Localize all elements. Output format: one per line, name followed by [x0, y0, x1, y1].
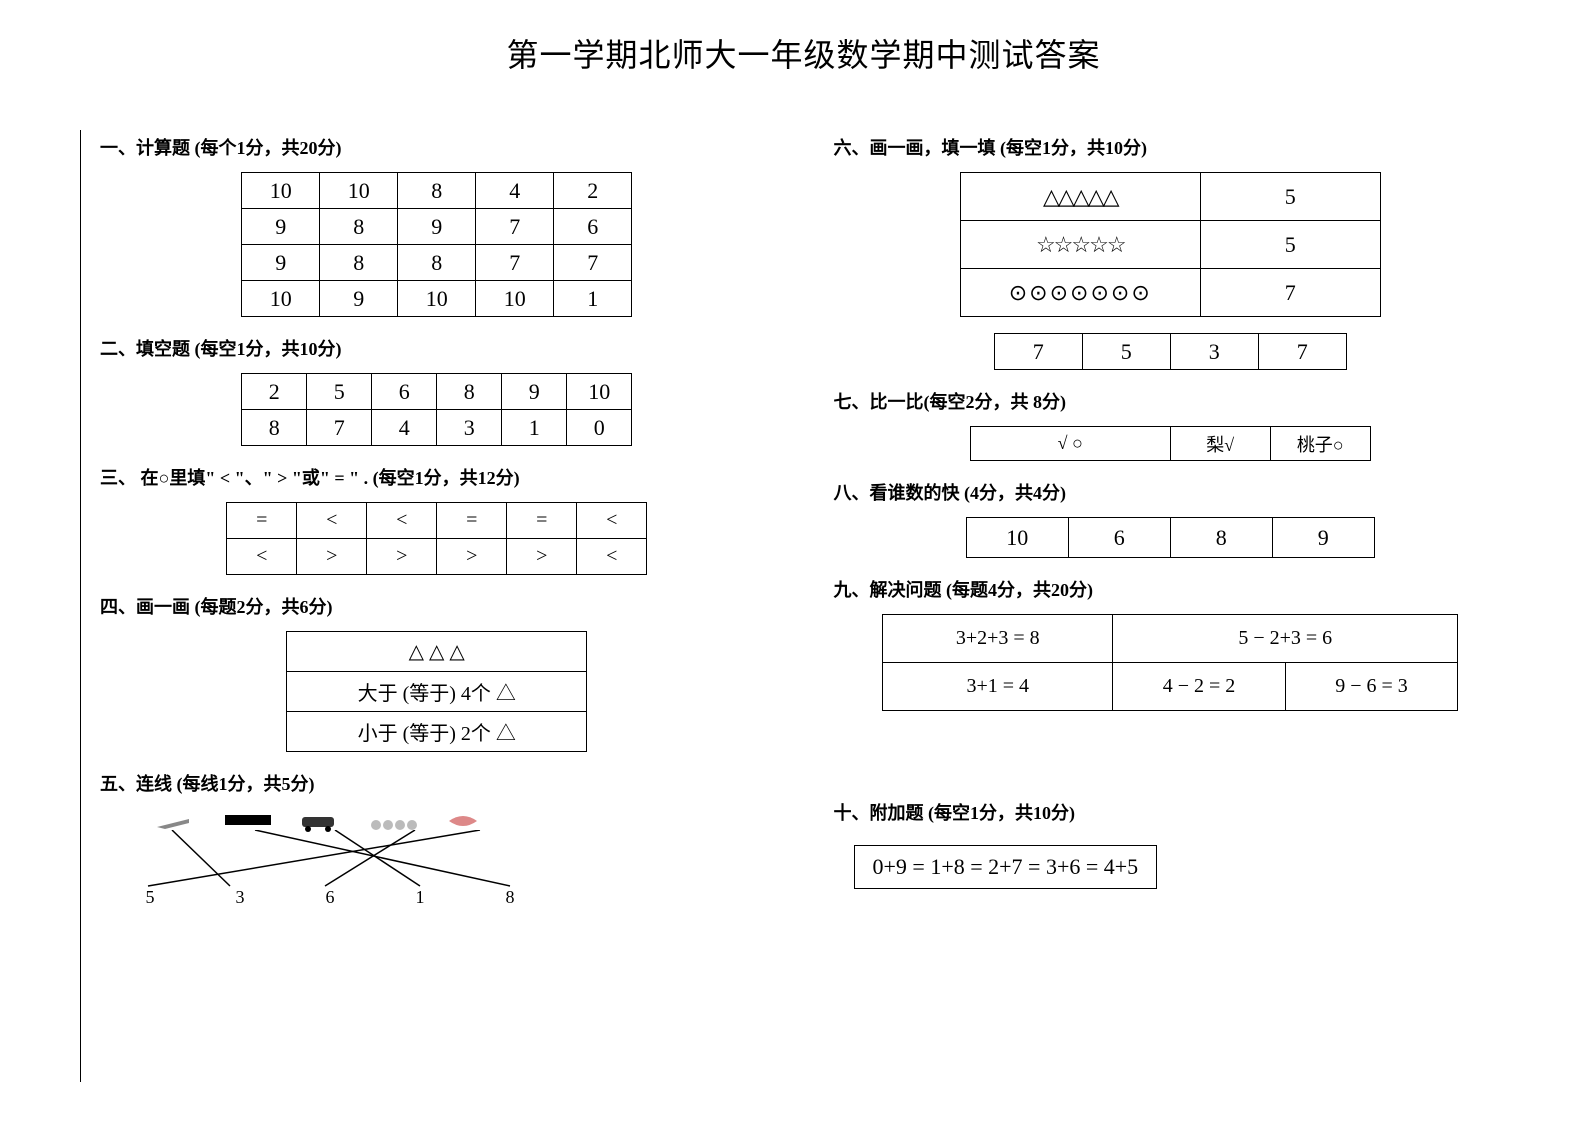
q6-table-a: △△△△△5 ☆☆☆☆☆5 ⊙⊙⊙⊙⊙⊙⊙7: [960, 172, 1381, 317]
q8-header: 八、看谁数的快 (4分，共4分): [834, 479, 1508, 505]
table-cell: <: [227, 539, 297, 575]
table-cell: 4 − 2 = 2: [1113, 663, 1286, 711]
q1-table: 1010842 98976 98877 10910101: [241, 172, 632, 317]
table-cell: 小于 (等于) 2个 △: [287, 712, 587, 752]
table-cell: 8: [320, 245, 398, 281]
count-cell: 7: [1200, 269, 1380, 317]
q6-table-b: 7537: [994, 333, 1347, 370]
table-cell: 8: [398, 173, 476, 209]
shapes-cell: △△△△△: [960, 173, 1200, 221]
table-cell: √ ○: [970, 427, 1170, 461]
q1-header: 一、计算题 (每个1分，共20分): [100, 134, 774, 160]
table-cell: 桃子○: [1270, 427, 1370, 461]
table-cell: 1: [502, 410, 567, 446]
table-cell: 6: [372, 374, 437, 410]
q5-number: 8: [500, 887, 520, 908]
q5-number: 1: [410, 887, 430, 908]
table-cell: 8: [320, 209, 398, 245]
q7-header: 七、比一比(每空2分，共 8分): [834, 388, 1508, 414]
matching-lines: [140, 830, 520, 890]
q5-number: 3: [230, 887, 250, 908]
count-cell: 5: [1200, 173, 1380, 221]
q6-header: 六、画一画，填一填 (每空1分，共10分): [834, 134, 1508, 160]
q10-header: 十、附加题 (每空1分，共10分): [834, 799, 1508, 825]
q8-table: 10689: [966, 517, 1375, 558]
table-cell: >: [297, 539, 367, 575]
table-cell: 8: [437, 374, 502, 410]
q5-number: 5: [140, 887, 160, 908]
table-cell: △ △ △: [287, 632, 587, 672]
table-cell: 7: [1258, 334, 1346, 370]
shapes-cell: ☆☆☆☆☆: [960, 221, 1200, 269]
q10-content: 0+9 = 1+8 = 2+7 = 3+6 = 4+5: [854, 845, 1158, 889]
table-cell: <: [297, 503, 367, 539]
table-cell: 4: [476, 173, 554, 209]
table-cell: 4: [372, 410, 437, 446]
table-cell: 7: [476, 209, 554, 245]
table-cell: <: [577, 539, 647, 575]
table-cell: 1: [554, 281, 632, 317]
table-cell: 大于 (等于) 4个 △: [287, 672, 587, 712]
table-cell: =: [437, 503, 507, 539]
table-cell: 9: [242, 245, 320, 281]
q9-table: 3+2+3 = 85 − 2+3 = 6 3+1 = 44 − 2 = 29 −…: [882, 614, 1458, 711]
table-cell: 6: [554, 209, 632, 245]
table-cell: >: [507, 539, 577, 575]
table-cell: 7: [554, 245, 632, 281]
table-cell: 2: [554, 173, 632, 209]
table-cell: 8: [242, 410, 307, 446]
table-cell: 9: [1272, 518, 1374, 558]
table-cell: 10: [398, 281, 476, 317]
count-cell: 5: [1200, 221, 1380, 269]
q7-table: √ ○梨√桃子○: [970, 426, 1371, 461]
table-cell: 9: [502, 374, 567, 410]
table-cell: 2: [242, 374, 307, 410]
table-cell: 10: [320, 173, 398, 209]
table-cell: 9 − 6 = 3: [1285, 663, 1458, 711]
table-cell: 10: [242, 281, 320, 317]
table-cell: >: [437, 539, 507, 575]
q4-header: 四、画一画 (每题2分，共6分): [100, 593, 774, 619]
table-cell: 5: [307, 374, 372, 410]
table-cell: 10: [567, 374, 632, 410]
table-cell: 7: [307, 410, 372, 446]
table-cell: 10: [242, 173, 320, 209]
table-cell: 6: [1068, 518, 1170, 558]
table-cell: =: [507, 503, 577, 539]
q2-table: 2568910 874310: [241, 373, 632, 446]
table-cell: 3: [1170, 334, 1258, 370]
table-cell: 3+2+3 = 8: [883, 615, 1113, 663]
shapes-cell: ⊙⊙⊙⊙⊙⊙⊙: [960, 269, 1200, 317]
table-cell: 3+1 = 4: [883, 663, 1113, 711]
q9-header: 九、解决问题 (每题4分，共20分): [834, 576, 1508, 602]
table-cell: 8: [1170, 518, 1272, 558]
table-cell: =: [227, 503, 297, 539]
q2-header: 二、填空题 (每空1分，共10分): [100, 335, 774, 361]
q4-table: △ △ △ 大于 (等于) 4个 △ 小于 (等于) 2个 △: [286, 631, 587, 752]
table-cell: 5 − 2+3 = 6: [1113, 615, 1458, 663]
q5-matching: 5 3 6 1 8: [140, 808, 540, 908]
q5-header: 五、连线 (每线1分，共5分): [100, 770, 774, 796]
table-cell: 7: [476, 245, 554, 281]
table-cell: <: [367, 503, 437, 539]
table-cell: >: [367, 539, 437, 575]
table-cell: 10: [966, 518, 1068, 558]
q5-number: 6: [320, 887, 340, 908]
table-cell: 9: [320, 281, 398, 317]
table-cell: 梨√: [1170, 427, 1270, 461]
table-cell: 0: [567, 410, 632, 446]
page-title: 第一学期北师大一年级数学期中测试答案: [100, 30, 1507, 76]
table-cell: 10: [476, 281, 554, 317]
table-cell: 9: [398, 209, 476, 245]
table-cell: 3: [437, 410, 502, 446]
table-cell: 7: [994, 334, 1082, 370]
table-cell: <: [577, 503, 647, 539]
table-cell: 5: [1082, 334, 1170, 370]
q3-header: 三、 在○里填" < "、" > "或" = " . (每空1分，共12分): [100, 464, 774, 490]
table-cell: 8: [398, 245, 476, 281]
q3-table: =<<==< <>>>><: [226, 502, 647, 575]
table-cell: 9: [242, 209, 320, 245]
